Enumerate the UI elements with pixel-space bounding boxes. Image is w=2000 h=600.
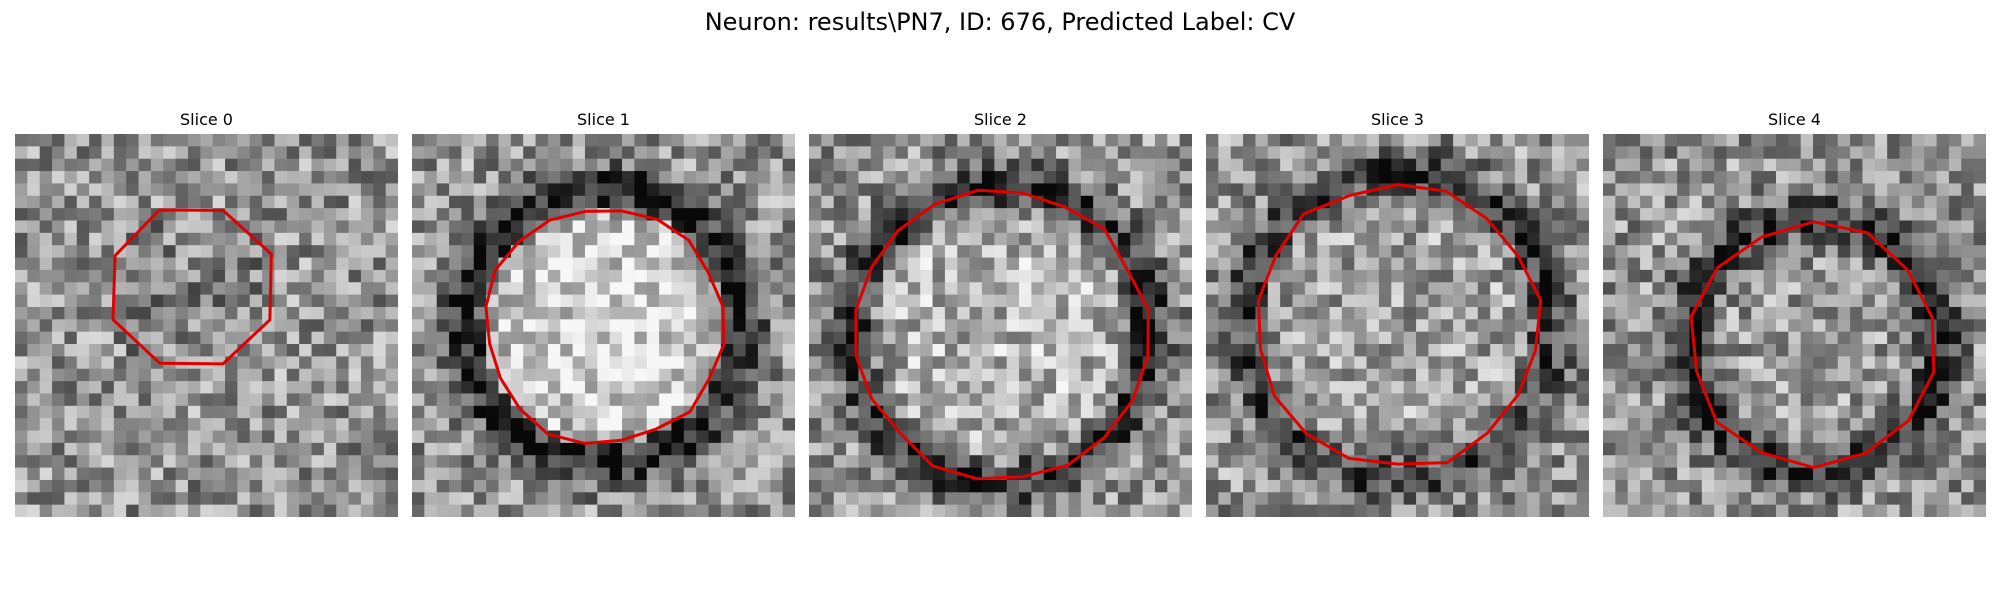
slice-panel-0: Slice 0 [15, 108, 398, 517]
slice-panel-3: Slice 3 [1206, 108, 1589, 517]
segmentation-contour [1256, 183, 1543, 466]
segmentation-contour [854, 188, 1150, 481]
slice-panel-1: Slice 1 [412, 108, 795, 517]
slice-title: Slice 0 [180, 110, 233, 129]
slice-title: Slice 4 [1768, 110, 1821, 129]
slice-image [1206, 134, 1589, 517]
slice-image [809, 134, 1192, 517]
slice-title: Slice 3 [1371, 110, 1424, 129]
slice-image [15, 134, 398, 517]
slice-panel-2: Slice 2 [809, 108, 1192, 517]
segmentation-contour [111, 208, 273, 366]
slice-image [412, 134, 795, 517]
slice-title: Slice 1 [577, 110, 630, 129]
figure-title: Neuron: results\PN7, ID: 676, Predicted … [704, 8, 1296, 36]
segmentation-contour [1689, 220, 1936, 470]
slice-image [1603, 134, 1986, 517]
slice-title: Slice 2 [974, 110, 1027, 129]
segmentation-contour [484, 209, 726, 445]
slice-panel-4: Slice 4 [1603, 108, 1986, 517]
